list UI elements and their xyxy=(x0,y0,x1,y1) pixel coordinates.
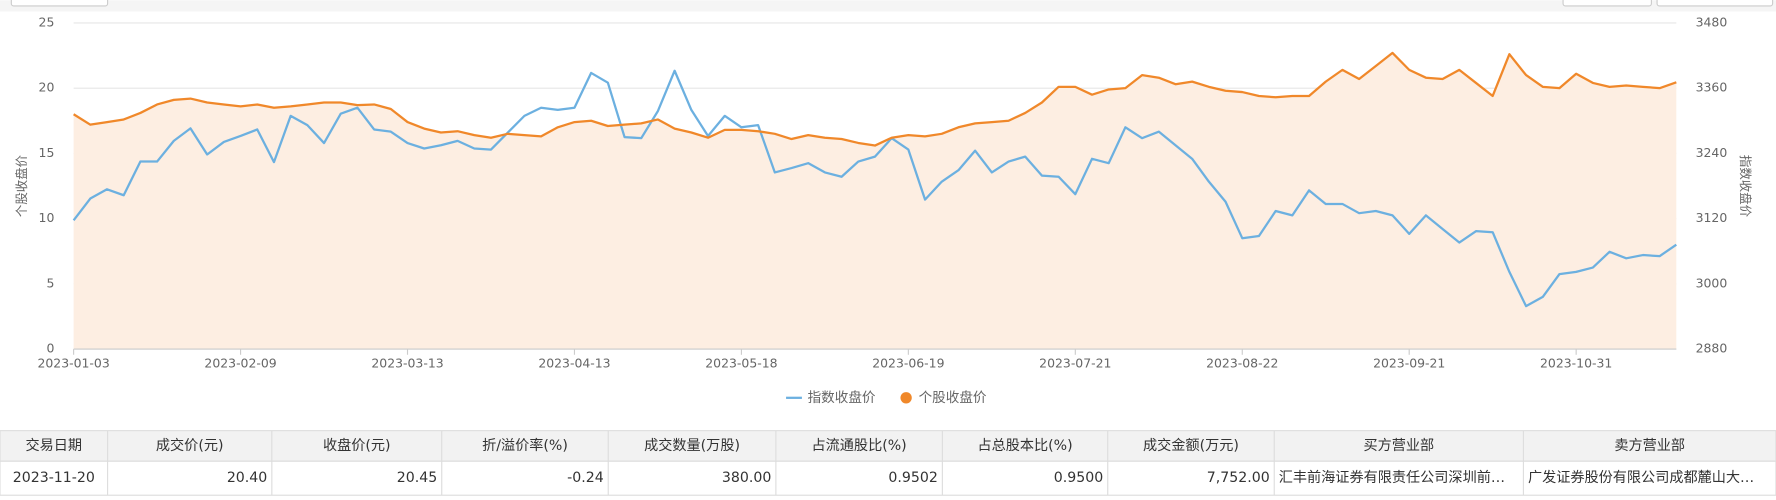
y2-tick-label: 3360 xyxy=(1696,80,1728,95)
line xyxy=(72,69,1677,308)
x-tick-label: 2023-04-13 xyxy=(538,355,610,370)
x-tick-label: 2023-01-03 xyxy=(37,355,109,370)
column-header: 收盘价(元) xyxy=(323,437,391,454)
x-tick-label: 2023-05-18 xyxy=(705,355,777,370)
table-cell: 0.9502 xyxy=(888,470,937,486)
table-cell: 7,752.00 xyxy=(1207,470,1270,486)
x-tick-label: 2023-06-19 xyxy=(872,355,944,370)
table-cell: 0.9500 xyxy=(1054,470,1103,486)
button[interactable] xyxy=(1656,0,1774,7)
y-tick-label: 10 xyxy=(39,210,55,225)
x-tick-label: 2023-02-09 xyxy=(204,355,276,370)
table-cell: -0.24 xyxy=(567,470,604,486)
button[interactable] xyxy=(1562,0,1652,7)
x-tick-label: 2023-07-21 xyxy=(1039,355,1111,370)
legend-marker xyxy=(900,392,912,404)
y-tick-label: 25 xyxy=(39,14,55,29)
y-tick-label: 20 xyxy=(39,80,55,95)
y2-tick-label: 2880 xyxy=(1696,341,1728,356)
toolbar xyxy=(0,0,1776,12)
table-header xyxy=(0,430,1776,462)
button[interactable] xyxy=(10,0,109,7)
y2-tick-label: 3120 xyxy=(1696,210,1728,225)
x-tick-label: 2023-03-13 xyxy=(371,355,443,370)
line xyxy=(73,51,1677,147)
column-header: 占总股本比(%) xyxy=(977,438,1072,454)
y-axis-label: 个股收盘价 xyxy=(14,154,29,217)
legend-label: 个股收盘价 xyxy=(919,389,987,406)
column-header: 买方营业部 xyxy=(1363,438,1434,454)
y2-tick-label: 3240 xyxy=(1696,145,1728,160)
x-tick-label: 2023-10-31 xyxy=(1540,355,1612,370)
column-header: 交易日期 xyxy=(26,437,83,454)
legend-label: 指数收盘价 xyxy=(808,389,876,406)
table-cell: 广发证券股份有限公司成都麓山大… xyxy=(1528,470,1754,486)
column-header: 成交价(元) xyxy=(156,437,224,454)
column-header: 折/溢价率(%) xyxy=(482,437,568,454)
x-tick-label: 2023-08-22 xyxy=(1206,355,1278,370)
table-cell: 20.45 xyxy=(397,470,437,486)
table-row xyxy=(0,460,1776,496)
table-cell: 2023-11-20 xyxy=(13,470,95,486)
y-tick-label: 0 xyxy=(46,341,54,356)
table-cell: 汇丰前海证券有限责任公司深圳前… xyxy=(1279,469,1505,486)
x-tick-label: 2023-09-21 xyxy=(1373,355,1445,370)
area xyxy=(73,52,1677,350)
y2-axis-label: 指数收盘价 xyxy=(1738,155,1753,218)
y-tick-label: 15 xyxy=(39,145,55,160)
table-cell: 380.00 xyxy=(722,470,771,486)
y-tick-label: 5 xyxy=(46,275,54,290)
column-header: 占流通股比(%) xyxy=(812,438,907,454)
y2-tick-label: 3480 xyxy=(1696,14,1728,29)
column-header: 卖方营业部 xyxy=(1614,438,1685,454)
column-header: 成交数量(万股) xyxy=(644,437,740,454)
table-cell: 20.40 xyxy=(227,470,267,486)
column-header: 成交金额(万元) xyxy=(1143,437,1239,454)
y2-tick-label: 3000 xyxy=(1696,275,1728,290)
